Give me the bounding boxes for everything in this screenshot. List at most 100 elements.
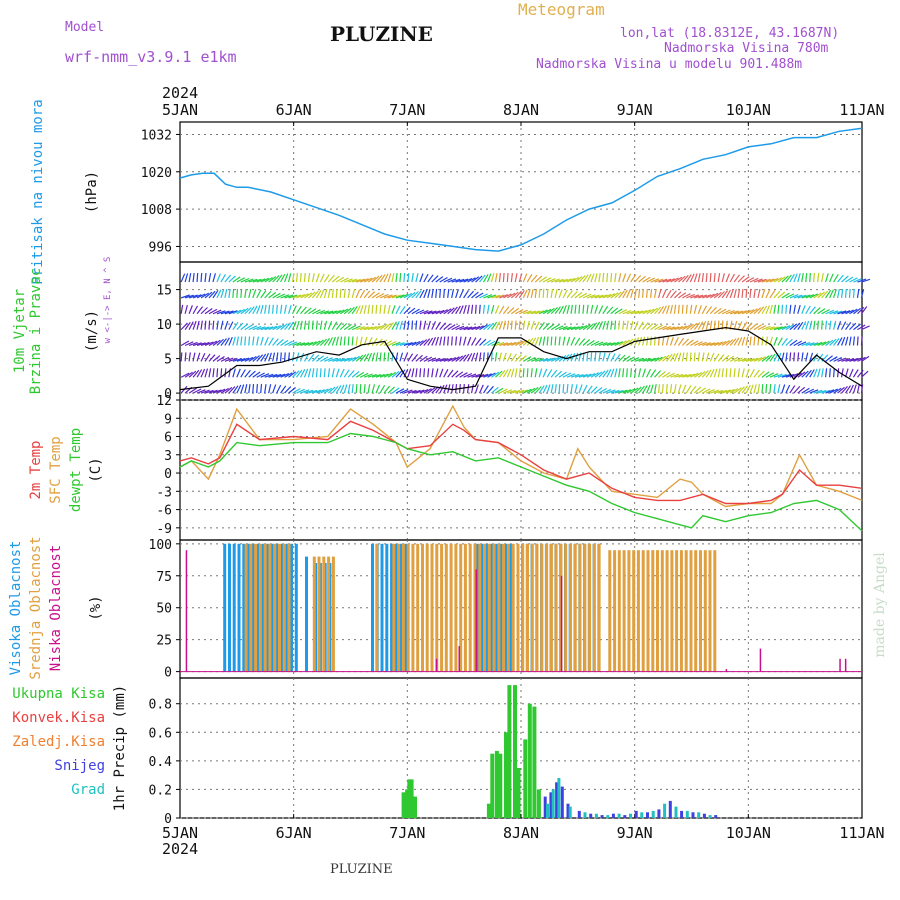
wind-barb [781,275,789,283]
y-tick-label: 996 [149,240,172,255]
cloud-high-bar [237,543,241,672]
wind-barb [184,341,194,347]
wind-barb [813,353,819,362]
wind-barb [706,293,715,299]
wind-barb [204,389,214,394]
wind-barb [439,309,448,315]
wind-barb [340,277,349,283]
wind-barb [761,325,771,331]
wind-barb [745,358,755,362]
wind-barb [244,369,251,378]
wind-barb [383,352,386,362]
wind-barb [582,293,592,299]
wind-barb [371,374,381,378]
wind-barb [566,290,573,299]
wind-barb [192,369,200,378]
wind-barb [765,384,768,394]
wind-barb [320,388,329,394]
wind-barb [419,355,428,362]
wind-barb [530,274,538,283]
wind-barb [797,273,801,283]
wind-barb [371,304,374,314]
wind-barb [284,294,294,299]
wind-barb [383,385,391,394]
wind-barb [260,290,267,299]
wind-barb [622,273,627,283]
wind-barb [574,304,577,314]
wind-barb [709,352,715,362]
wind-barb [765,326,775,331]
wind-barb [307,273,311,283]
wind-barb [709,292,719,299]
wind-barb [371,337,378,346]
precip-bar-grad [640,812,644,818]
wind-barb [498,273,501,283]
wind-barb [622,320,625,330]
wind-barb [375,373,385,378]
wind-barb [490,352,493,362]
wind-barb [208,368,212,378]
wind-barb [403,352,409,362]
wind-barb [359,305,364,314]
temp2m-line [179,420,863,505]
wind-barb [487,372,496,378]
wind-barb [844,336,849,346]
cloud-low-bar [759,648,762,672]
cloud-mid-bar [483,543,486,672]
wind-barb [860,289,865,299]
cloud-mid-bar [549,543,553,672]
precip-bar-grad [606,815,610,818]
wind-barb [522,273,528,283]
wind-barb [805,352,809,362]
wind-barb [220,356,230,362]
wind-barb [502,352,507,362]
wind-barb [598,273,601,283]
cloud-mid-bar [573,543,577,672]
cloud-high-bar [380,543,384,672]
wind-barb [379,293,389,299]
wind-barb [244,288,247,298]
wind-barb [347,336,350,346]
wind-barb [550,278,560,283]
wind-barb [785,384,791,394]
wind-barb [602,293,612,299]
pressure-axis-title: Pritisak na nivou mora [30,99,46,284]
wind-barb [606,272,609,283]
cloud-low-bar [839,658,841,672]
wind-barb [188,387,197,394]
wind-barb [534,288,537,298]
wind-barb [725,368,728,378]
wind-barb [749,384,754,394]
wind-barb [244,336,247,346]
wind-barb [351,355,360,362]
wind-barb [634,274,642,283]
wind-barb [475,337,482,346]
wind-barb [407,341,417,347]
wind-barb [351,384,354,394]
wind-barb [765,372,775,378]
wind-barb [260,384,263,394]
wind-barb [829,273,834,283]
cloud-high-bar [256,543,260,672]
wind-barb [391,352,394,362]
wind-barb [439,288,441,298]
wind-barb [789,304,792,314]
wind-barb [642,336,646,346]
wind-barb [248,306,255,315]
wind-barb [678,374,688,378]
wind-barb [391,294,401,299]
wind-barb [200,320,203,330]
wind-barb [264,326,274,331]
wind-barb [232,368,236,378]
wind-barb [292,387,301,394]
wind-barb [546,323,555,331]
wind-barb [534,336,540,346]
wind-barb [566,373,576,378]
wind-barb [618,340,627,347]
wind-barb [857,356,866,362]
wind-barb [252,278,262,283]
precip-bar-ukupna-kisa [405,789,410,818]
wind-barb [769,277,779,283]
wind-barb [319,289,325,299]
wind-barb [328,310,338,315]
